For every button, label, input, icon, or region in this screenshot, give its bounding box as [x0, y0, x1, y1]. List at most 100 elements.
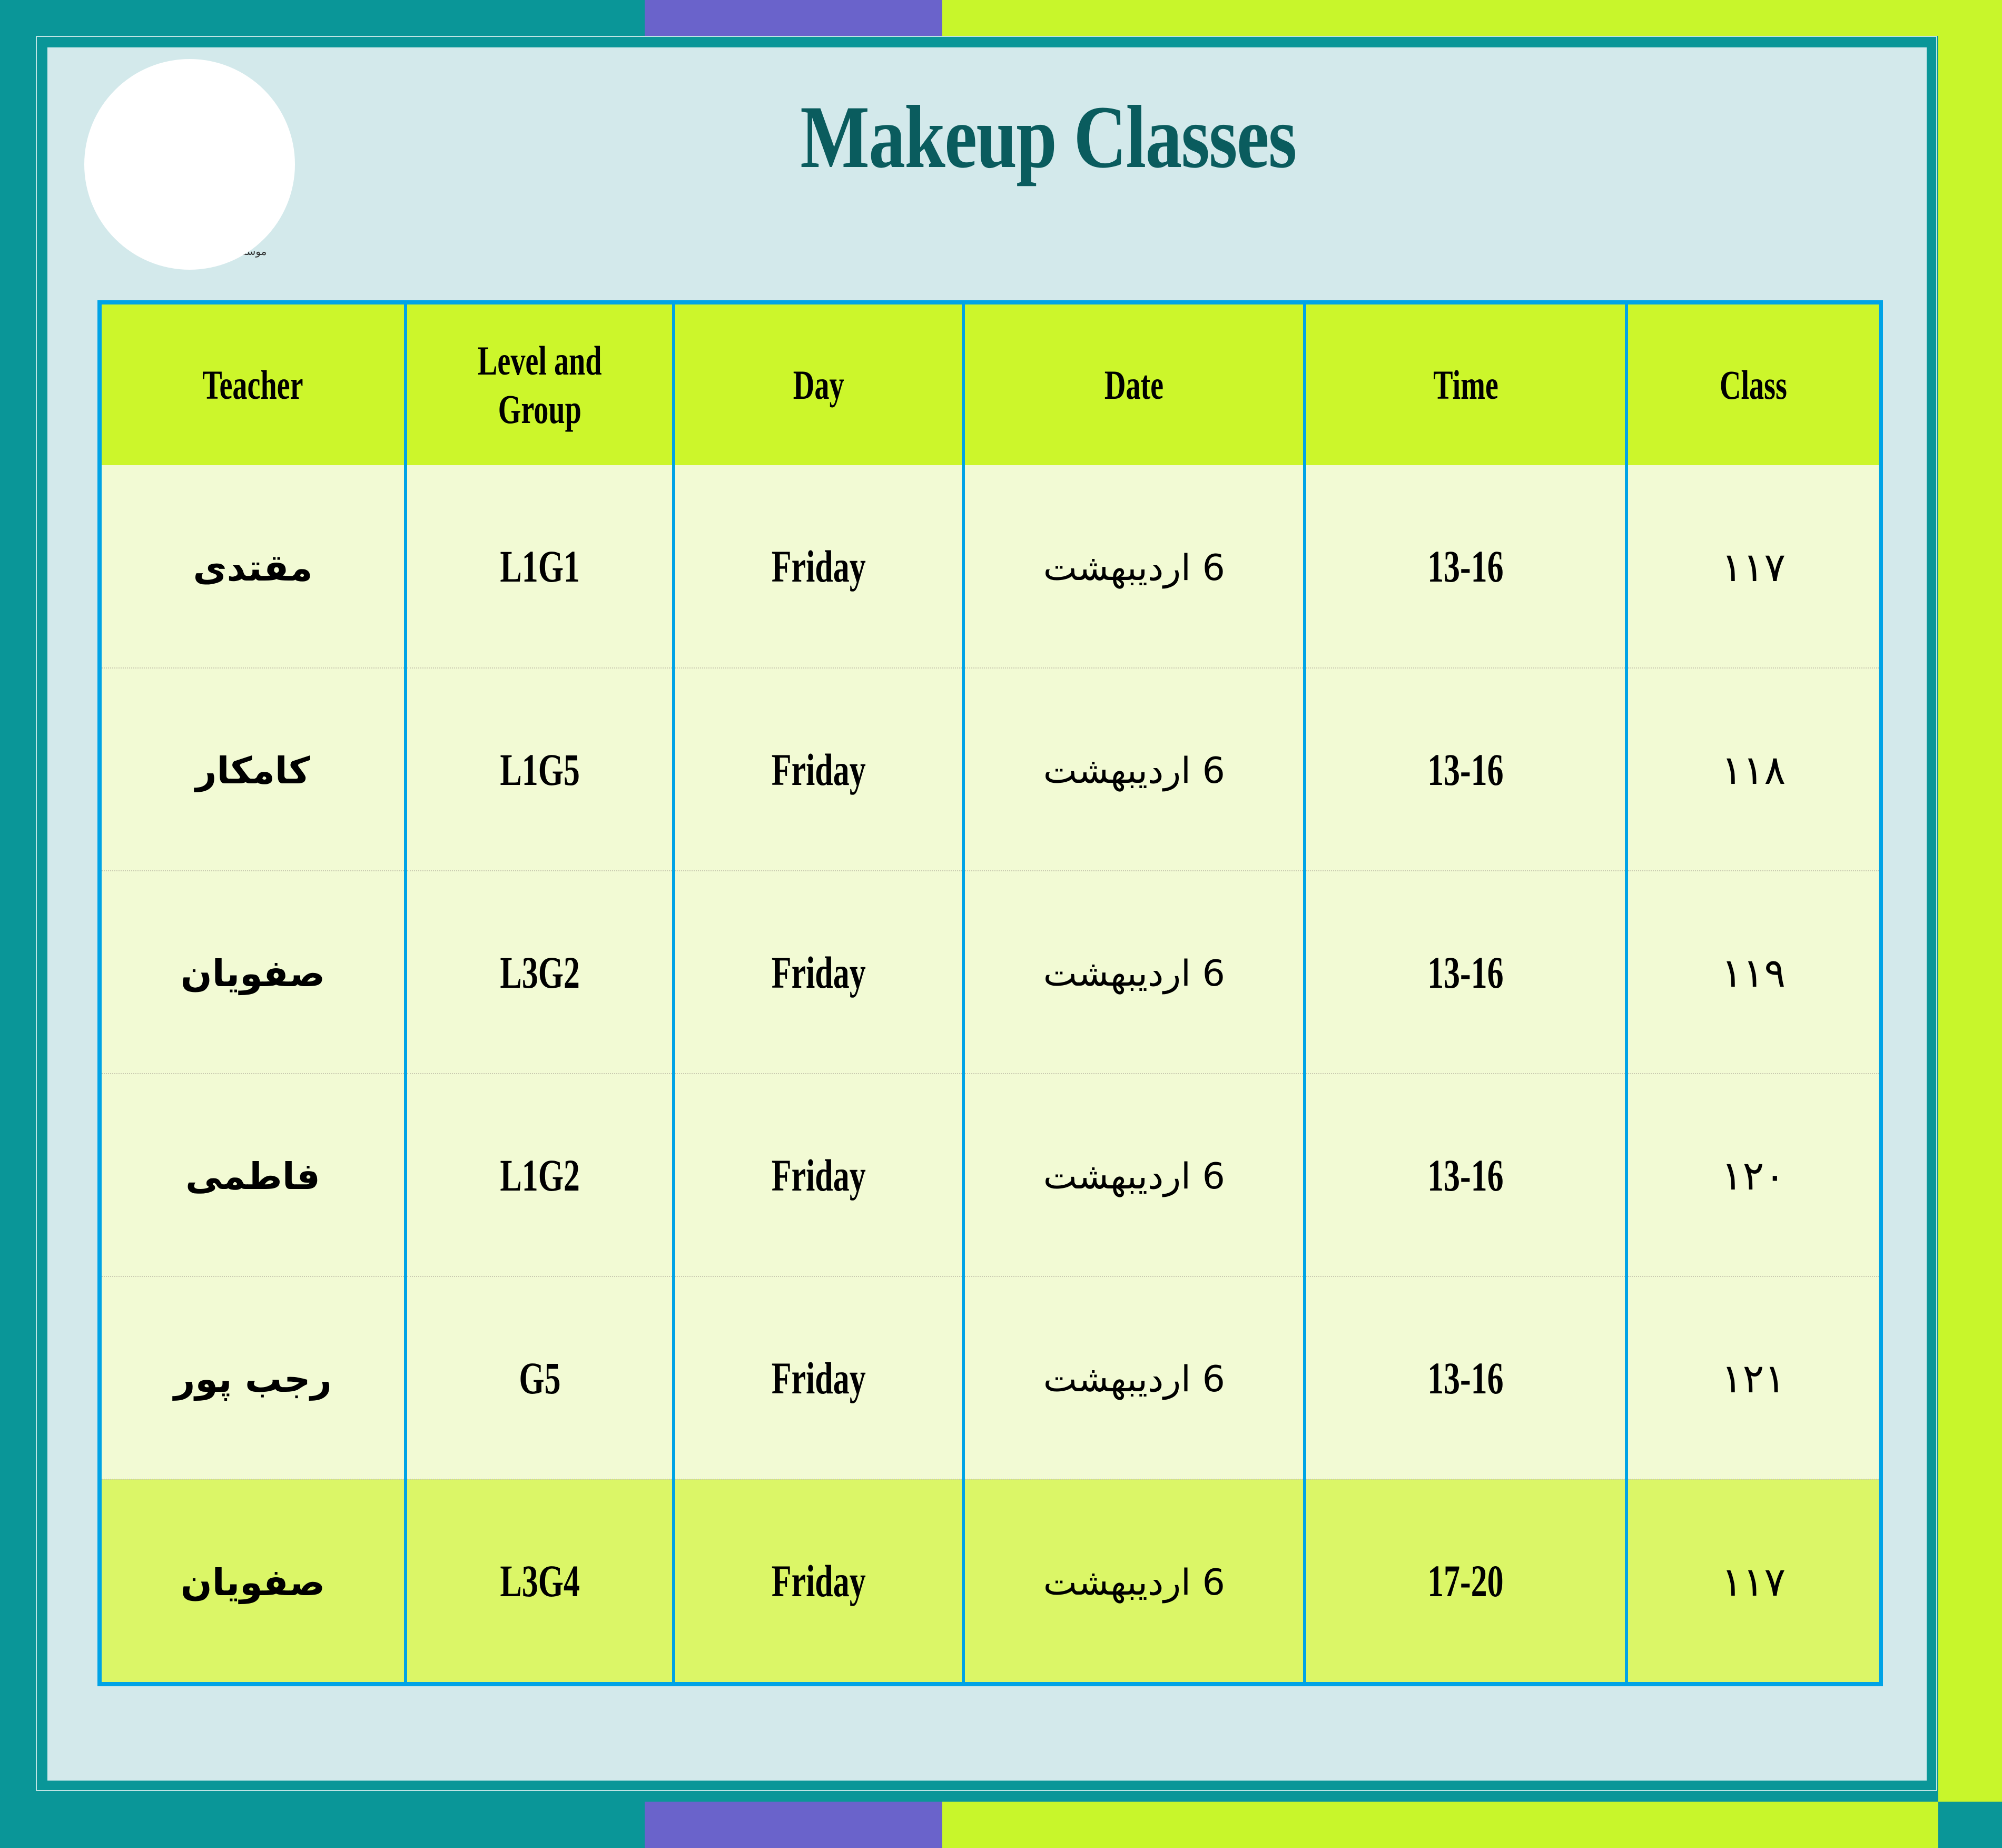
cell-date: 6 اردیبهشت	[962, 1074, 1307, 1277]
time-value: 13-16	[1427, 541, 1504, 592]
cell-date: 6 اردیبهشت	[962, 1276, 1307, 1480]
day-value: Friday	[771, 744, 866, 795]
class-number: ۱۱۷	[1721, 1558, 1786, 1605]
cell-day: Friday	[672, 1479, 965, 1682]
cell-time: 13-16	[1303, 668, 1628, 871]
cell-date: 6 اردیبهشت	[962, 465, 1307, 669]
cell-day: Friday	[672, 871, 965, 1074]
cell-class: ۱۱۹	[1624, 871, 1879, 1074]
date-value: 6 اردیبهشت	[1043, 1359, 1225, 1400]
column-header-class: Class	[1624, 304, 1879, 465]
schedule-table: Teacher Level and Group Day Date Time Cl…	[102, 304, 1879, 1682]
date-value: 6 اردیبهشت	[1043, 953, 1225, 995]
class-number: ۱۱۸	[1721, 746, 1786, 793]
cell-level-group: L3G2	[403, 871, 676, 1074]
level-group-value: L3G2	[499, 947, 580, 998]
column-header-date: Date	[962, 304, 1307, 465]
cell-teacher: فاطمی	[102, 1074, 407, 1277]
day-value: Friday	[771, 947, 866, 998]
table-row: رجب پور G5 Friday 6 اردیبهشت 13-16 ۱۲۱	[102, 1276, 1879, 1480]
time-value: 13-16	[1427, 744, 1504, 795]
level-group-value: L1G2	[499, 1149, 580, 1201]
cell-day: Friday	[672, 465, 965, 669]
cell-time: 13-16	[1303, 465, 1628, 669]
column-header-level-group: Level and Group	[403, 304, 676, 465]
cell-date: 6 اردیبهشت	[962, 871, 1307, 1074]
teacher-name: فاطمی	[185, 1155, 320, 1198]
column-header-level-group-label: Level and Group	[477, 337, 602, 432]
date-value: 6 اردیبهشت	[1043, 750, 1225, 792]
table-header-row: Teacher Level and Group Day Date Time Cl…	[102, 304, 1879, 465]
cell-class: ۱۱۷	[1624, 1479, 1879, 1682]
table-header: Teacher Level and Group Day Date Time Cl…	[102, 304, 1879, 465]
cell-level-group: L1G2	[403, 1074, 676, 1277]
level-group-value: L1G1	[499, 541, 580, 592]
poster-header: Ministry Of Science, Research Technology…	[47, 47, 1927, 300]
cell-class: ۱۱۷	[1624, 465, 1879, 669]
cell-class: ۱۱۸	[1624, 668, 1879, 871]
cell-class: ۱۲۱	[1624, 1276, 1879, 1480]
table-row: مقتدی L1G1 Friday 6 اردیبهشت 13-16 ۱۱۷	[102, 465, 1879, 669]
cell-teacher: مقتدی	[102, 465, 407, 669]
table-row: کامکار L1G5 Friday 6 اردیبهشت 13-16 ۱۱۸	[102, 668, 1879, 871]
accent-block-bottom-purple	[645, 1802, 942, 1848]
teacher-name: کامکار	[195, 749, 310, 792]
column-header-day-label: Day	[793, 361, 844, 408]
teacher-name: رجب پور	[174, 1358, 332, 1401]
day-value: Friday	[771, 541, 866, 592]
level-group-value: L1G5	[499, 744, 580, 795]
class-number: ۱۲۰	[1721, 1152, 1786, 1199]
schedule-table-container: Teacher Level and Group Day Date Time Cl…	[97, 300, 1883, 1686]
poster-panel: Ministry Of Science, Research Technology…	[47, 47, 1927, 1781]
cell-teacher: صفویان	[102, 1479, 407, 1682]
level-group-value: G5	[519, 1352, 561, 1403]
date-value: 6 اردیبهشت	[1043, 1561, 1225, 1604]
cell-level-group: L3G4	[403, 1479, 676, 1682]
day-value: Friday	[771, 1352, 866, 1403]
level-group-value: L3G4	[499, 1556, 580, 1606]
column-header-time-label: Time	[1433, 361, 1498, 408]
cell-time: 13-16	[1303, 1074, 1628, 1277]
cell-level-group: L1G5	[403, 668, 676, 871]
table-row: صفویان L3G4 Friday 6 اردیبهشت 17-20 ۱۱۷	[102, 1479, 1879, 1682]
day-value: Friday	[771, 1556, 866, 1606]
cell-day: Friday	[672, 1074, 965, 1277]
column-header-teacher-label: Teacher	[202, 361, 303, 408]
poster-frame	[36, 36, 1937, 1791]
cell-teacher: کامکار	[102, 668, 407, 871]
time-value: 17-20	[1427, 1556, 1504, 1606]
cell-time: 17-20	[1303, 1479, 1628, 1682]
cell-day: Friday	[672, 1276, 965, 1480]
date-value: 6 اردیبهشت	[1043, 1156, 1225, 1197]
column-header-class-label: Class	[1719, 361, 1787, 408]
class-number: ۱۲۱	[1721, 1355, 1786, 1402]
accent-block-bottom-teal	[0, 1802, 645, 1848]
column-header-teacher: Teacher	[102, 304, 407, 465]
teacher-name: مقتدی	[193, 546, 313, 589]
column-header-day: Day	[672, 304, 965, 465]
class-number: ۱۱۹	[1721, 949, 1786, 996]
cell-date: 6 اردیبهشت	[962, 1479, 1307, 1682]
table-body: مقتدی L1G1 Friday 6 اردیبهشت 13-16 ۱۱۷ ک…	[102, 465, 1879, 1682]
cell-level-group: L1G1	[403, 465, 676, 669]
teacher-name: صفویان	[180, 952, 326, 995]
column-header-date-label: Date	[1104, 361, 1164, 408]
table-row: صفویان L3G2 Friday 6 اردیبهشت 13-16 ۱۱۹	[102, 871, 1879, 1074]
accent-block-right-lime	[1938, 0, 2002, 1802]
accent-block-top-lime	[942, 0, 2002, 36]
table-row: فاطمی L1G2 Friday 6 اردیبهشت 13-16 ۱۲۰	[102, 1074, 1879, 1277]
logo-disc	[84, 59, 295, 270]
time-value: 13-16	[1427, 1352, 1504, 1403]
class-number: ۱۱۷	[1721, 543, 1786, 591]
cell-level-group: G5	[403, 1276, 676, 1480]
time-value: 13-16	[1427, 947, 1504, 998]
day-value: Friday	[771, 1149, 866, 1201]
cell-date: 6 اردیبهشت	[962, 668, 1307, 871]
cell-teacher: صفویان	[102, 871, 407, 1074]
date-value: 6 اردیبهشت	[1043, 547, 1225, 589]
time-value: 13-16	[1427, 1149, 1504, 1201]
page-title: Makeup Classes	[800, 87, 1297, 186]
column-header-time: Time	[1303, 304, 1628, 465]
accent-block-bottom-lime	[942, 1802, 1938, 1848]
